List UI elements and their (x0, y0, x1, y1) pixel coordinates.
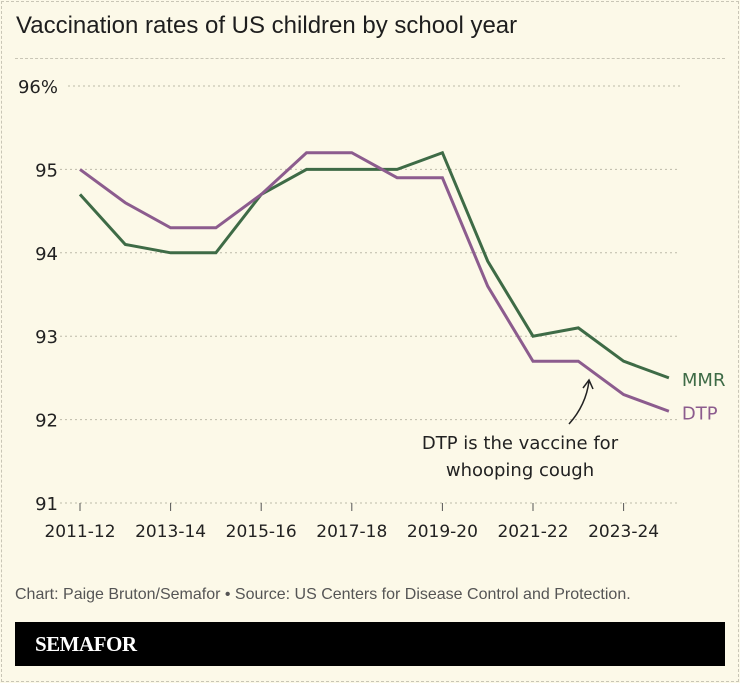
annotation-text: DTP is the vaccine for (422, 433, 619, 454)
series-label-dtp: DTP (682, 403, 718, 424)
annotation-text: whooping cough (446, 460, 594, 481)
brand-bar: SEMAFOR (15, 622, 725, 666)
y-tick-label: 95 (35, 160, 58, 181)
x-tick-label: 2011-12 (44, 522, 115, 542)
x-tick-label: 2021-22 (497, 522, 568, 542)
source-note: Chart: Paige Bruton/Semafor • Source: US… (15, 586, 631, 603)
line-chart: 96% 95 94 93 92 91 2011-12 2013-14 2015-16 2017-1… (18, 77, 726, 542)
title-divider (15, 58, 725, 59)
y-tick-label: 91 (35, 494, 58, 515)
semafor-logo: SEMAFOR (35, 632, 137, 656)
series-line-dtp (79, 151, 670, 413)
annotation-arrowhead (582, 378, 594, 390)
x-tick-label: 2017-18 (316, 522, 387, 542)
y-tick-label: 96% (18, 77, 58, 98)
y-tick-label: 92 (35, 411, 58, 432)
series-line-mmr (78, 150, 670, 380)
annotation-arrow (568, 380, 590, 425)
chart-title: Vaccination rates of US children by scho… (16, 12, 518, 39)
y-tick-label: 94 (35, 244, 58, 265)
series-label-mmr: MMR (682, 370, 726, 391)
x-tick-label: 2023-24 (588, 522, 659, 542)
x-tick-label: 2013-14 (135, 522, 206, 542)
x-tick-label: 2015-16 (226, 522, 297, 542)
y-tick-label: 93 (35, 327, 58, 348)
x-tick-label: 2019-20 (407, 522, 478, 542)
